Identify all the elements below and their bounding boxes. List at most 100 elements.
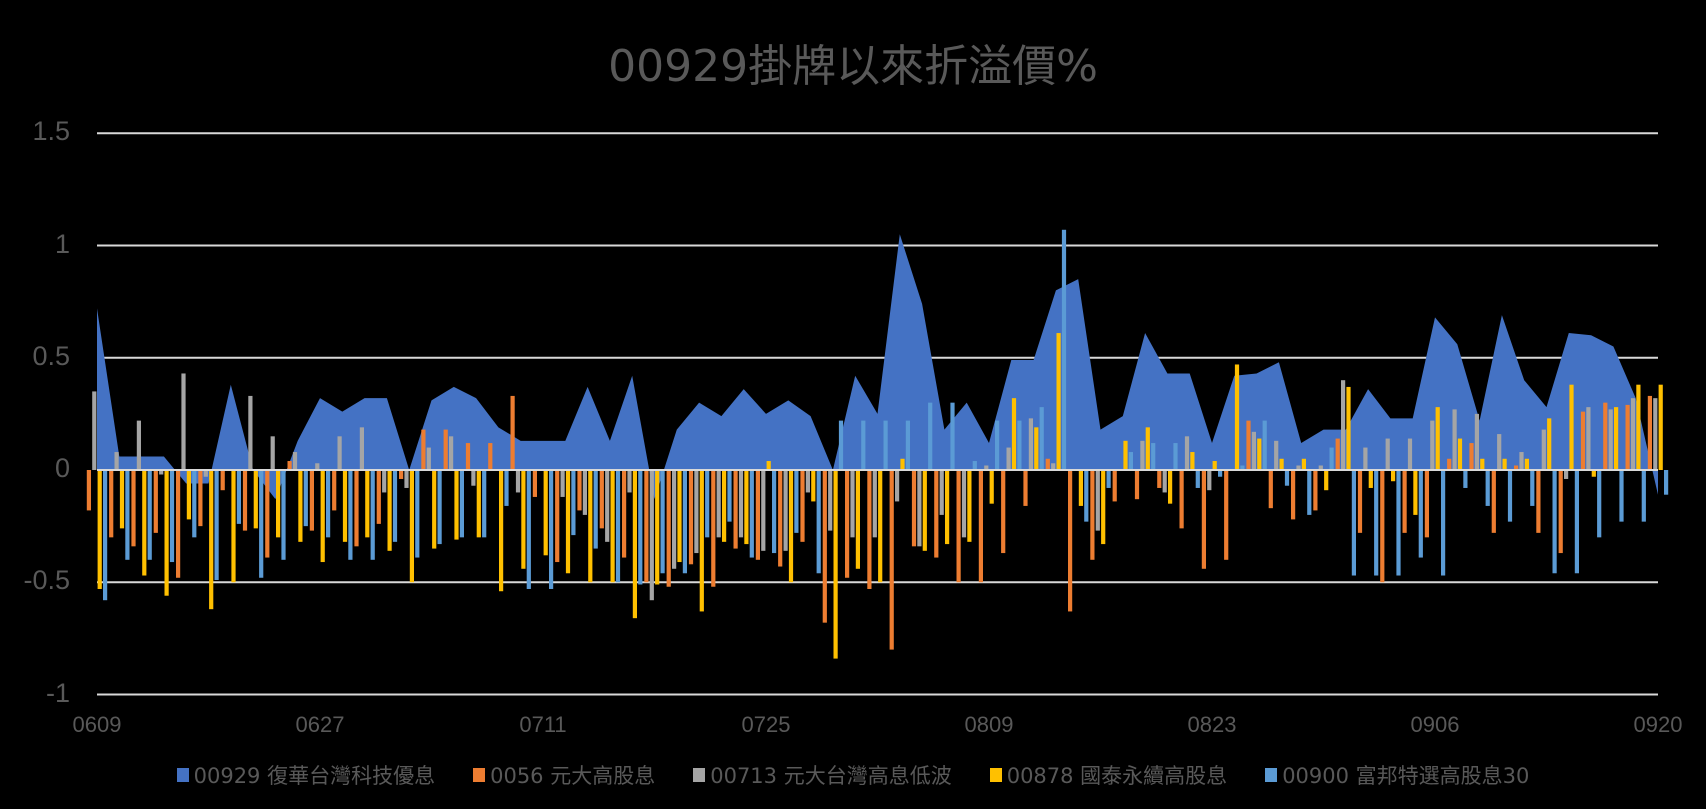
bar <box>699 470 704 612</box>
bar <box>342 470 348 542</box>
bar <box>332 470 337 511</box>
bar <box>1001 470 1006 554</box>
bar <box>878 470 883 583</box>
bar <box>1123 440 1128 470</box>
bar <box>1391 470 1396 482</box>
bar <box>1257 438 1262 470</box>
bar <box>482 470 487 538</box>
x-tick-label: 0823 <box>1187 712 1237 737</box>
bar <box>504 470 509 506</box>
bar <box>1658 384 1663 470</box>
bar <box>928 402 933 470</box>
bar <box>147 470 152 560</box>
bar <box>605 470 610 542</box>
legend-label: 00878 國泰永續高股息 <box>1006 764 1228 788</box>
bar <box>711 470 716 587</box>
bar <box>939 470 944 515</box>
bar <box>627 470 632 493</box>
bar <box>1603 402 1608 470</box>
bar <box>788 470 794 583</box>
bar <box>382 470 387 493</box>
bar <box>1262 420 1267 470</box>
bar <box>582 470 587 515</box>
bar <box>989 470 994 504</box>
bar <box>744 470 749 545</box>
bar <box>292 452 298 470</box>
bar <box>426 447 431 470</box>
bar <box>571 470 576 536</box>
bar <box>1457 438 1463 470</box>
bar <box>1140 440 1145 470</box>
bar <box>1190 452 1195 470</box>
bar <box>231 470 236 583</box>
bar <box>1574 470 1579 574</box>
bar <box>1128 452 1133 470</box>
bar <box>1224 470 1229 560</box>
bar <box>622 470 627 558</box>
bar <box>399 470 404 479</box>
bar <box>1284 470 1290 486</box>
bar <box>1547 418 1552 470</box>
bar <box>1240 465 1245 470</box>
bar <box>961 470 967 538</box>
legend-item-00929[interactable]: 00929 復華台灣科技優息 <box>176 760 435 790</box>
bar <box>109 470 114 538</box>
bar <box>459 470 464 538</box>
bar <box>560 470 565 497</box>
bar <box>1491 470 1496 533</box>
bar <box>415 470 420 558</box>
bar <box>945 470 950 545</box>
bar <box>644 470 649 583</box>
legend-item-00878[interactable]: 00878 國泰永續高股息 <box>989 760 1228 790</box>
bar <box>1641 470 1646 522</box>
bar <box>828 470 833 531</box>
bar <box>805 470 810 493</box>
bar <box>1402 470 1407 533</box>
bar <box>1524 458 1529 470</box>
legend-swatch-icon <box>176 768 189 782</box>
bar <box>1251 431 1256 470</box>
bar <box>303 470 308 527</box>
legend-item-00713[interactable]: 00713 元大台灣高息低波 <box>693 760 952 790</box>
bar <box>1653 398 1658 470</box>
legend-item-0056[interactable]: 0056 元大高股息 <box>473 760 655 790</box>
bar <box>1034 427 1039 470</box>
bar <box>1435 407 1440 470</box>
legend-item-00900[interactable]: 00900 富邦特選高股息30 <box>1265 760 1529 790</box>
x-tick-label: 0809 <box>964 712 1014 737</box>
bar <box>1291 470 1296 520</box>
x-tick-label: 0906 <box>1410 712 1460 737</box>
legend-swatch-icon <box>473 768 486 782</box>
bar <box>1430 420 1435 470</box>
bar <box>348 470 353 560</box>
bar <box>164 470 169 596</box>
bar <box>131 470 136 547</box>
bar <box>549 470 554 589</box>
bar <box>1380 470 1385 583</box>
bar <box>733 470 738 549</box>
bar <box>1090 470 1095 560</box>
bar <box>1558 470 1563 554</box>
bar <box>588 470 593 583</box>
bar <box>917 470 922 547</box>
bar <box>1335 438 1340 470</box>
bar <box>92 391 97 470</box>
bar <box>370 470 375 560</box>
bar <box>309 470 314 531</box>
bar <box>1078 470 1083 506</box>
bar <box>337 436 342 470</box>
bar <box>359 427 364 470</box>
bar <box>1497 434 1502 470</box>
bar <box>677 470 682 563</box>
bar <box>1614 407 1619 470</box>
bar <box>1664 470 1669 495</box>
chart-title: 00929掛牌以來折溢價% <box>608 41 1098 92</box>
bar <box>995 420 1000 470</box>
bar <box>1157 470 1162 488</box>
bar <box>816 470 821 574</box>
bar <box>1095 470 1100 531</box>
y-tick-label: 1 <box>54 228 70 259</box>
bar <box>1234 364 1240 470</box>
bar <box>214 470 219 581</box>
